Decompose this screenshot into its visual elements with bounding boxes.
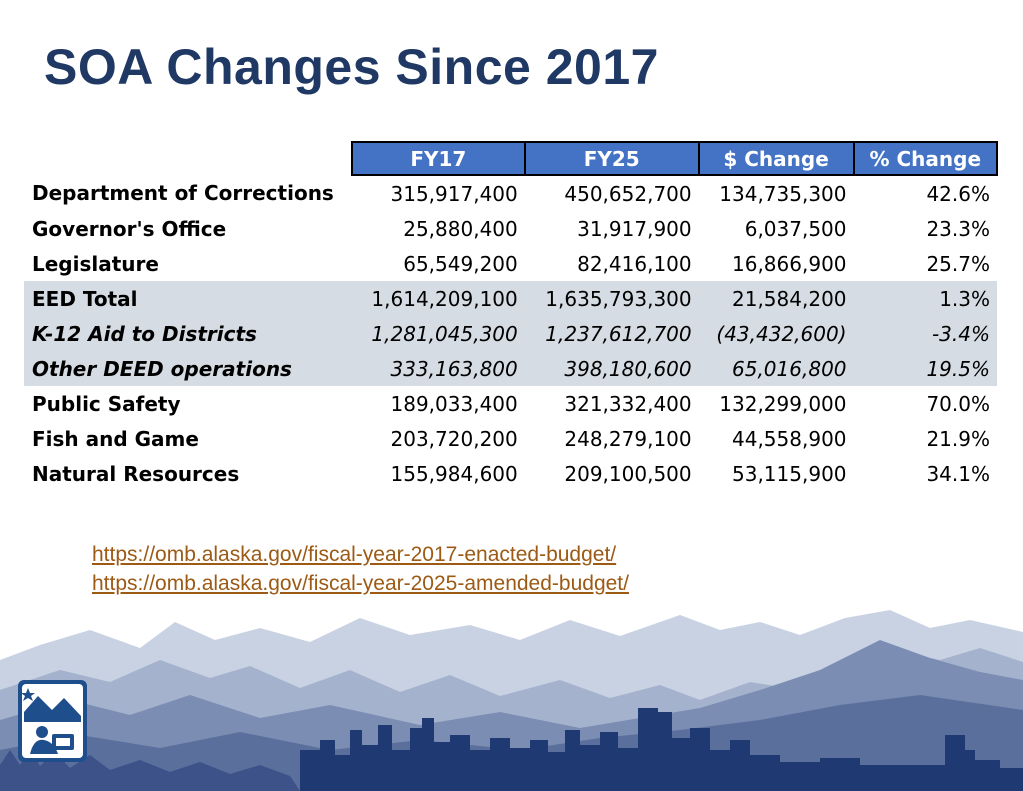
header-percent-change: % Change xyxy=(852,141,999,176)
cell-dollar-change: (43,432,600) xyxy=(698,316,854,351)
cell-percent-change: 25.7% xyxy=(926,251,990,276)
cell-fy17: 1,281,045,300 xyxy=(351,316,525,351)
table-row: Public Safety 189,033,400 321,332,400 13… xyxy=(24,386,997,421)
cell-dollar-change: 21,584,200 xyxy=(698,281,854,316)
cell-percent-change: 21.9% xyxy=(926,426,990,451)
link-fy2017-budget[interactable]: https://omb.alaska.gov/fiscal-year-2017-… xyxy=(92,543,617,566)
row-label: Public Safety xyxy=(32,391,181,416)
table-row: Legislature 65,549,200 82,416,100 16,866… xyxy=(24,246,997,281)
row-label: K-12 Aid to Districts xyxy=(24,316,352,351)
cell-dollar-change: 16,866,900 xyxy=(732,251,847,276)
row-label: EED Total xyxy=(24,281,352,316)
mountain-landscape-icon xyxy=(0,610,1023,791)
row-label: Natural Resources xyxy=(32,461,240,486)
cell-fy17: 189,033,400 xyxy=(390,391,518,416)
cell-fy25: 1,237,612,700 xyxy=(524,316,699,351)
cell-percent-change: 34.1% xyxy=(926,461,990,486)
cell-fy25: 398,180,600 xyxy=(524,351,699,386)
row-label: Governor's Office xyxy=(32,216,227,241)
cell-fy25: 450,652,700 xyxy=(564,181,692,206)
cell-percent-change: 23.3% xyxy=(926,216,990,241)
tree-line xyxy=(0,748,300,791)
cell-dollar-change: 44,558,900 xyxy=(732,426,847,451)
table-row: EED Total 1,614,209,100 1,635,793,300 21… xyxy=(24,281,997,316)
cell-fy25: 321,332,400 xyxy=(564,391,692,416)
row-label: Department of Corrections xyxy=(32,181,334,205)
cell-fy17: 1,614,209,100 xyxy=(351,281,525,316)
cell-percent-change: 1.3% xyxy=(853,281,997,316)
cell-percent-change: 70.0% xyxy=(926,391,990,416)
table-row: Fish and Game 203,720,200 248,279,100 44… xyxy=(24,421,997,456)
cell-dollar-change: 65,016,800 xyxy=(698,351,854,386)
cell-fy17: 315,917,400 xyxy=(390,181,518,206)
table-header-row: FY17 FY25 $ Change % Change xyxy=(24,141,999,176)
cell-percent-change: 19.5% xyxy=(853,351,997,386)
row-label: Fish and Game xyxy=(32,426,199,451)
cell-fy17: 203,720,200 xyxy=(390,426,518,451)
cell-dollar-change: 134,735,300 xyxy=(719,181,847,206)
cell-dollar-change: 6,037,500 xyxy=(744,216,847,241)
cell-fy25: 31,917,900 xyxy=(577,216,692,241)
budget-table: FY17 FY25 $ Change % Change Department o… xyxy=(24,141,999,491)
row-label: Other DEED operations xyxy=(24,351,352,386)
header-fy17: FY17 xyxy=(350,141,526,176)
cell-fy17: 25,880,400 xyxy=(403,216,518,241)
table-row: Other DEED operations 333,163,800 398,18… xyxy=(24,351,997,386)
city-skyline-icon xyxy=(300,708,1023,791)
cell-fy17: 333,163,800 xyxy=(351,351,525,386)
cell-fy25: 1,635,793,300 xyxy=(524,281,699,316)
link-fy2025-budget[interactable]: https://omb.alaska.gov/fiscal-year-2025-… xyxy=(92,572,629,595)
header-blank xyxy=(24,142,352,175)
cell-fy25: 82,416,100 xyxy=(577,251,692,276)
header-dollar-change: $ Change xyxy=(697,141,855,176)
slide-title: SOA Changes Since 2017 xyxy=(44,39,659,95)
alaska-seal-logo-icon xyxy=(18,680,87,762)
cell-fy25: 248,279,100 xyxy=(564,426,692,451)
cell-dollar-change: 53,115,900 xyxy=(732,461,847,486)
cell-fy17: 155,984,600 xyxy=(390,461,518,486)
cell-fy25: 209,100,500 xyxy=(564,461,692,486)
cell-fy17: 65,549,200 xyxy=(403,251,518,276)
row-label: Legislature xyxy=(32,251,159,276)
table-row: K-12 Aid to Districts 1,281,045,300 1,23… xyxy=(24,316,997,351)
table-row: Governor's Office 25,880,400 31,917,900 … xyxy=(24,211,997,246)
source-links: https://omb.alaska.gov/fiscal-year-2017-… xyxy=(92,540,629,598)
table-row: Natural Resources 155,984,600 209,100,50… xyxy=(24,456,997,491)
cell-percent-change: 42.6% xyxy=(926,181,990,206)
header-fy25: FY25 xyxy=(523,141,700,176)
cell-dollar-change: 132,299,000 xyxy=(719,391,847,416)
cell-percent-change: -3.4% xyxy=(853,316,997,351)
table-row: Department of Corrections 315,917,400 45… xyxy=(24,175,997,211)
